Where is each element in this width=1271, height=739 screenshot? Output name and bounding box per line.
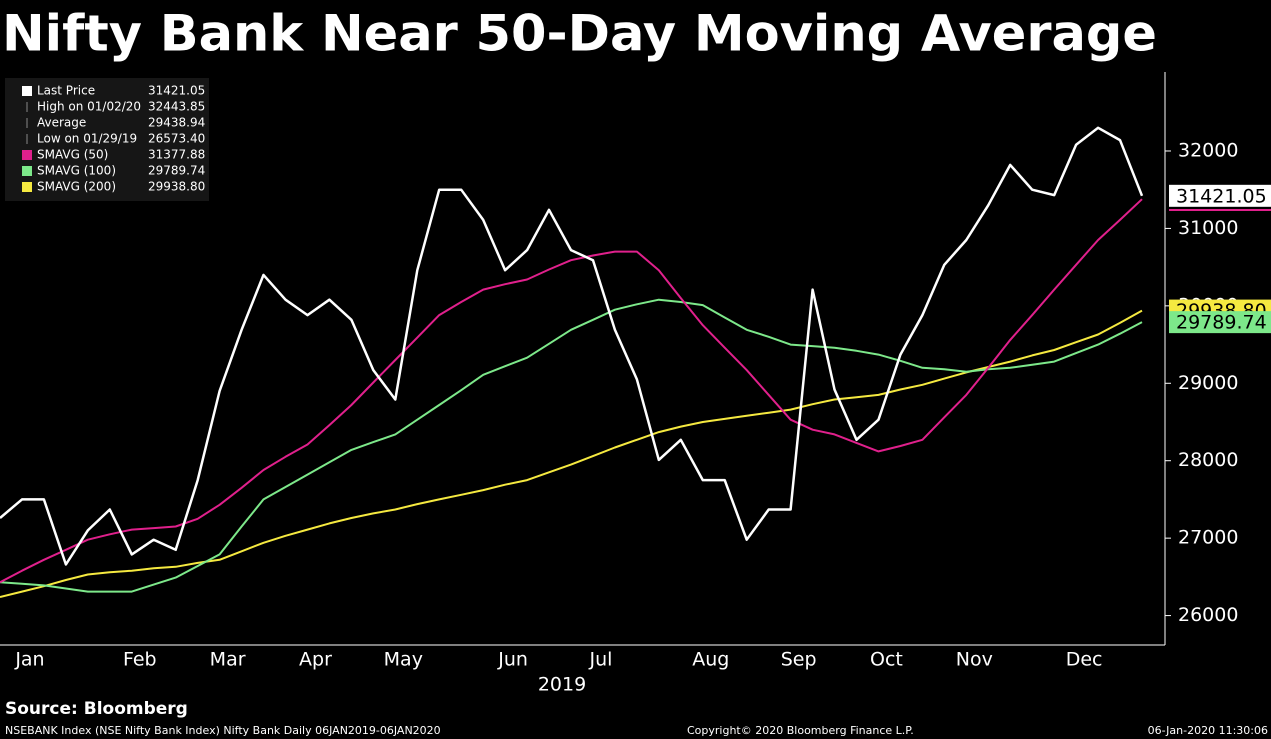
legend-label: SMAVG (100)	[37, 164, 116, 178]
legend-swatch	[22, 86, 32, 96]
last-value-tag	[1169, 311, 1271, 334]
y-tick-label: 32000	[1178, 139, 1238, 161]
y-tick-label: 31000	[1178, 217, 1238, 239]
series-line	[0, 309, 1143, 598]
chart-title: Nifty Bank Near 50-Day Moving Average	[2, 5, 1157, 63]
legend-value: 31421.05	[148, 84, 205, 98]
legend-label: Last Price	[37, 84, 95, 98]
x-tick-label: Sep	[781, 649, 817, 671]
last-value-label: 31421.05	[1176, 185, 1267, 207]
legend-value: 29438.94	[148, 116, 205, 130]
x-tick-label: Feb	[123, 649, 157, 671]
legend-label: SMAVG (50)	[37, 148, 108, 162]
series-line	[0, 126, 1144, 566]
x-tick-label: Jul	[588, 649, 612, 671]
legend-value: 29789.74	[148, 164, 205, 178]
x-tick-label: Apr	[299, 649, 332, 671]
footer-right: 06-Jan-2020 11:30:06	[1148, 724, 1268, 737]
x-tick-label: May	[384, 649, 423, 671]
legend-swatch	[22, 182, 32, 192]
x-tick-label: Nov	[956, 649, 993, 671]
legend-swatch	[22, 150, 32, 160]
x-tick-label: Aug	[692, 649, 729, 671]
x-tick-label: Jan	[14, 649, 44, 671]
legend-label: SMAVG (200)	[37, 180, 116, 194]
x-axis-label: 2019	[538, 674, 586, 696]
series-line	[0, 198, 1143, 584]
legend-value: 26573.40	[148, 132, 205, 146]
y-tick-label: 29000	[1178, 372, 1238, 394]
legend-label: Low on 01/29/19	[37, 132, 137, 146]
footer-center: Copyright© 2020 Bloomberg Finance L.P.	[687, 724, 914, 737]
legend-swatch	[22, 166, 32, 176]
y-tick-label: 27000	[1178, 527, 1238, 549]
x-tick-label: Dec	[1066, 649, 1103, 671]
legend-box	[5, 78, 209, 201]
series-line	[0, 298, 1143, 593]
last-value-tag	[1169, 184, 1271, 207]
x-tick-label: Mar	[210, 649, 246, 671]
legend-value: 32443.85	[148, 100, 205, 114]
legend-value: 31377.88	[148, 148, 205, 162]
legend-value: 29938.80	[148, 180, 205, 194]
legend-label: Average	[37, 116, 86, 130]
x-tick-label: Jun	[497, 649, 528, 671]
legend-label: High on 01/02/20	[37, 100, 141, 114]
source: Source: Bloomberg	[5, 699, 188, 719]
y-tick-label: 26000	[1178, 604, 1238, 626]
last-value-label: 29789.74	[1176, 312, 1267, 334]
x-tick-label: Oct	[870, 649, 903, 671]
footer-left: NSEBANK Index (NSE Nifty Bank Index) Nif…	[5, 724, 441, 737]
y-tick-label: 28000	[1178, 449, 1238, 471]
